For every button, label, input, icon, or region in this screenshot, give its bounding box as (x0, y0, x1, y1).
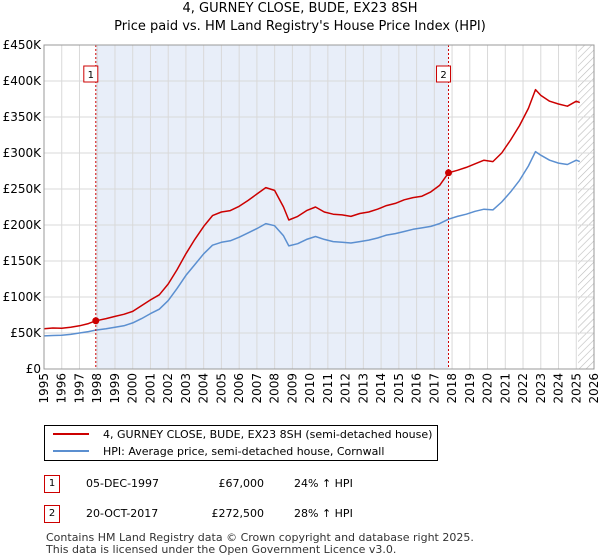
legend-swatch-hpi (53, 450, 89, 452)
property-price-line (43, 88, 581, 330)
x-tick-label: 2006 (232, 373, 246, 404)
x-tick-label: 2021 (498, 373, 512, 404)
ownership-shade (95, 45, 449, 369)
x-tick-label: 2013 (356, 373, 370, 404)
footer-license: This data is licensed under the Open Gov… (46, 543, 397, 556)
x-tick-label: 2022 (516, 373, 530, 404)
y-tick-label: £350K (3, 110, 43, 124)
sale-label-box (83, 65, 99, 83)
y-tick-label: £0 (26, 362, 41, 376)
plot-frame (43, 44, 595, 370)
x-tick-label: 2018 (445, 373, 459, 404)
transaction-hpi-change: 28% ↑ HPI (294, 507, 353, 520)
x-tick-label: 2003 (179, 373, 193, 404)
x-tick-label: 2016 (410, 373, 424, 404)
sale-label: 2 (440, 70, 446, 81)
y-tick-label: £300K (3, 146, 43, 160)
sale-point (92, 317, 100, 325)
x-tick-label: 2001 (143, 373, 157, 404)
y-tick-label: £250K (3, 182, 43, 196)
x-tick-label: 1999 (108, 373, 122, 404)
x-tick-label: 2008 (268, 373, 282, 404)
legend-label-property: 4, GURNEY CLOSE, BUDE, EX23 8SH (semi-de… (103, 427, 433, 441)
legend-item-property: 4, GURNEY CLOSE, BUDE, EX23 8SH (semi-de… (53, 426, 432, 442)
y-tick-label: £50K (10, 326, 42, 340)
x-tick-label: 2024 (552, 373, 566, 404)
x-tick-label: 2011 (321, 373, 335, 404)
y-tick-label: £400K (3, 74, 43, 88)
x-tick-label: 2019 (463, 373, 477, 404)
legend-label-hpi: HPI: Average price, semi-detached house,… (103, 444, 385, 458)
x-tick-label: 2007 (250, 373, 264, 404)
hpi-line (43, 150, 581, 337)
chart-legend: 4, GURNEY CLOSE, BUDE, EX23 8SH (semi-de… (44, 425, 438, 461)
x-tick-label: 2015 (392, 373, 406, 404)
transaction-date: 05-DEC-1997 (86, 477, 160, 490)
y-tick-label: £450K (3, 38, 43, 52)
x-tick-label: 2009 (285, 373, 299, 404)
transaction-date: 20-OCT-2017 (86, 507, 159, 520)
sale-label-box (436, 65, 452, 83)
y-tick-label: £150K (3, 254, 43, 268)
transaction-hpi-change: 24% ↑ HPI (294, 477, 353, 490)
x-tick-label: 2010 (303, 373, 317, 404)
x-tick-label: 2012 (339, 373, 353, 404)
x-tick-label: 1996 (55, 373, 69, 404)
sale-point (445, 169, 453, 177)
y-tick-label: £100K (3, 290, 43, 304)
transaction-badge: 2 (44, 505, 60, 523)
x-tick-label: 2025 (569, 373, 583, 404)
x-tick-label: 1998 (90, 373, 104, 404)
transaction-price: £272,500 (211, 507, 265, 520)
x-tick-label: 2020 (481, 373, 495, 404)
x-tick-label: 2004 (197, 373, 211, 404)
forecast-hatch (578, 45, 594, 369)
x-tick-label: 2023 (534, 373, 548, 404)
legend-item-hpi: HPI: Average price, semi-detached house,… (53, 443, 384, 459)
x-tick-label: 1995 (37, 373, 51, 404)
transaction-badge: 1 (44, 475, 60, 493)
x-tick-label: 2026 (587, 373, 600, 404)
x-tick-label: 2017 (427, 373, 441, 404)
x-tick-label: 2002 (161, 373, 175, 404)
x-tick-label: 2014 (374, 373, 388, 404)
x-tick-label: 2005 (214, 373, 228, 404)
chart-title: 4, GURNEY CLOSE, BUDE, EX23 8SH (182, 1, 418, 16)
legend-swatch-property (53, 433, 89, 435)
x-tick-label: 1997 (72, 373, 86, 404)
x-tick-label: 2000 (126, 373, 140, 404)
price-chart: 1 2 £0 £50K £100K £150K £200K £250K £300K £350K £… (3, 38, 600, 404)
transaction-price: £67,000 (218, 477, 265, 490)
y-tick-label: £200K (3, 218, 43, 232)
footer-copyright: Contains HM Land Registry data © Crown c… (46, 531, 474, 544)
chart-subtitle: Price paid vs. HM Land Registry's House … (114, 19, 486, 34)
sale-label: 1 (88, 70, 94, 81)
